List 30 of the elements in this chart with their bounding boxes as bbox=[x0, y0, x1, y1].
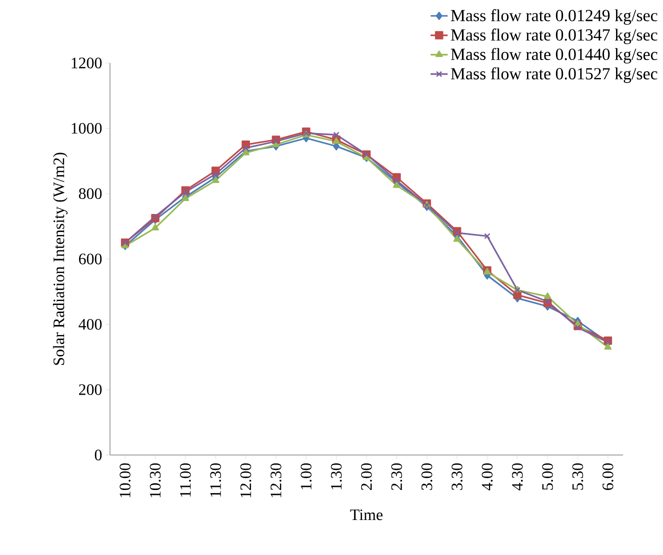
x-tick-label: 11.00 bbox=[180, 463, 191, 497]
legend-label: Mass flow rate 0.01440 kg/sec bbox=[450, 48, 658, 64]
y-tick-label: 1200 bbox=[72, 58, 102, 68]
x-tick-label: 4.30 bbox=[512, 463, 523, 490]
x-tick-label: 5.00 bbox=[542, 463, 553, 490]
y-tick-label: 200 bbox=[79, 384, 102, 396]
legend-label: Mass flow rate 0.01249 kg/sec bbox=[450, 9, 658, 25]
x-tick-label: 10.00 bbox=[120, 463, 131, 498]
x-tick-label: 12.00 bbox=[240, 463, 252, 498]
y-tick-label: 800 bbox=[78, 188, 102, 200]
x-tick-label: 2.00 bbox=[361, 463, 372, 490]
y-tick-label: 0 bbox=[94, 450, 102, 460]
x-tick-label: 10.30 bbox=[150, 463, 161, 498]
y-axis-title: Solar Radiation Intensity (W/m2) bbox=[53, 152, 68, 365]
x-tick-label: 3.00 bbox=[421, 463, 432, 490]
x-tick-label: 12.30 bbox=[270, 463, 282, 498]
x-tick-label: 1.00 bbox=[300, 463, 312, 490]
x-tick-label: 1.30 bbox=[330, 463, 342, 490]
y-tick-label: 400 bbox=[78, 318, 102, 330]
x-tick-label: 2.30 bbox=[391, 463, 402, 490]
x-tick-label: 5.30 bbox=[572, 463, 584, 490]
x-tick-label: 11.30 bbox=[210, 463, 222, 497]
legend-label: Mass flow rate 0.01347 kg/sec bbox=[450, 28, 658, 44]
legend-label: Mass flow rate 0.01527 kg/sec bbox=[450, 67, 658, 83]
y-tick-label: 1000 bbox=[72, 122, 102, 134]
x-axis-title: Time bbox=[350, 509, 382, 520]
x-tick-label: 6.00 bbox=[602, 463, 614, 490]
y-tick-label: 600 bbox=[79, 254, 102, 264]
x-tick-label: 4.00 bbox=[482, 463, 493, 490]
x-tick-label: 3.30 bbox=[452, 463, 462, 490]
